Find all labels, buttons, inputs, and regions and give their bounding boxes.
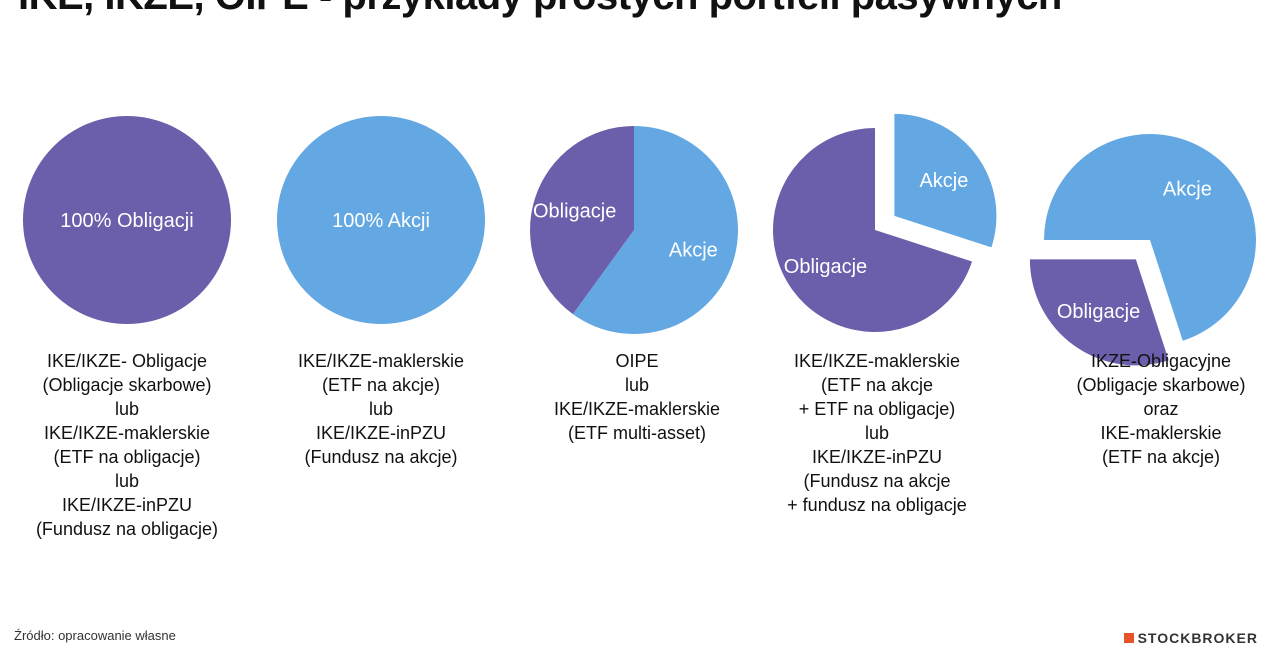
- pie-slice-label: Obligacje: [1057, 301, 1140, 323]
- col3-line: lub: [624, 375, 650, 395]
- col2-line: (ETF na akcje): [321, 375, 441, 395]
- brand-logo: STOCKBROKER: [1123, 630, 1258, 646]
- column-3-description: OIPE lub IKE/IKZE-maklerskie (ETF multi-…: [512, 349, 762, 445]
- col1-line: IKE/IKZE-maklerskie: [43, 423, 211, 443]
- col1-line: lub: [114, 399, 140, 419]
- col2-line: IKE/IKZE-inPZU: [315, 423, 447, 443]
- col5-line: (ETF na akcje): [1101, 447, 1221, 467]
- col1-line: (ETF na obligacje): [53, 447, 201, 467]
- col5-line: IKE-maklerskie: [1100, 423, 1222, 443]
- col5-line: IKZE-Obligacyjne: [1090, 351, 1232, 371]
- pie-slice-label: Akcje: [669, 239, 718, 261]
- pie-slice-akcje: [894, 113, 997, 248]
- source-note: Źródło: opracowanie własne: [14, 628, 176, 643]
- col4-line: + fundusz na obligacje: [787, 495, 967, 515]
- pie-slice-label: Obligacje: [533, 201, 616, 223]
- pie-slice-akcje: [1044, 134, 1256, 341]
- col1-line: IKE/IKZE-inPZU: [61, 495, 193, 515]
- col2-line: IKE/IKZE-maklerskie: [297, 351, 465, 371]
- pie-slice-label: 100% Akcji: [332, 210, 430, 232]
- col3-line: (ETF multi-asset): [567, 423, 706, 443]
- pie-slice-obligacje: [773, 128, 973, 332]
- logo-mark-icon: [1123, 633, 1134, 643]
- logo-text: STOCKBROKER: [1137, 630, 1258, 646]
- column-4-description: IKE/IKZE-maklerskie (ETF na akcje + ETF …: [752, 349, 1002, 517]
- col5-line: (Obligacje skarbowe): [1076, 375, 1246, 395]
- col1-line: lub: [114, 471, 140, 491]
- pie-slice-akcje: [572, 126, 739, 334]
- pie-slice-label: Akcje: [1163, 179, 1212, 201]
- pie-slice-100-obligacji: [23, 116, 231, 324]
- col1-line: (Fundusz na obligacje): [35, 519, 219, 539]
- column-5-description: IKZE-Obligacyjne (Obligacje skarbowe) or…: [1036, 349, 1280, 469]
- col2-line: (Fundusz na akcje): [304, 447, 458, 467]
- col3-line: OIPE: [615, 351, 659, 371]
- pie-slice-label: Obligacje: [784, 256, 867, 278]
- col4-line: IKE/IKZE-inPZU: [811, 447, 943, 467]
- pie-slice-100-akcji: [277, 116, 485, 324]
- col4-line: lub: [864, 423, 890, 443]
- pie-slice-label: Akcje: [919, 170, 968, 192]
- col1-line: (Obligacje skarbowe): [42, 375, 212, 395]
- col4-line: (Fundusz na akcje: [803, 471, 951, 491]
- col4-line: + ETF na obligacje): [798, 399, 956, 419]
- col3-line: IKE/IKZE-maklerskie: [553, 399, 721, 419]
- col2-line: lub: [368, 399, 394, 419]
- column-1-description: IKE/IKZE- Obligacje (Obligacje skarbowe)…: [2, 349, 252, 541]
- col4-line: IKE/IKZE-maklerskie: [793, 351, 961, 371]
- col1-line: IKE/IKZE- Obligacje: [46, 351, 208, 371]
- column-2-description: IKE/IKZE-maklerskie (ETF na akcje) lub I…: [256, 349, 506, 469]
- col5-line: oraz: [1143, 399, 1179, 419]
- chart-title: IKE, IKZE, OIPE - przykłady prostych por…: [18, 0, 1062, 19]
- pie-slice-obligacje: [530, 126, 634, 315]
- pie-slice-label: 100% Obligacji: [60, 210, 193, 232]
- pie-slice-obligacje: [1029, 259, 1169, 366]
- col4-line: (ETF na akcje: [820, 375, 934, 395]
